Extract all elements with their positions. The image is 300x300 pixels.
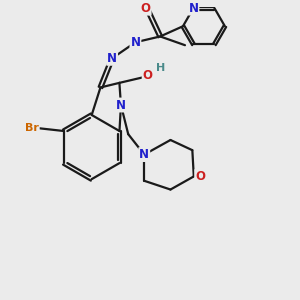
Text: Br: Br [25,123,39,133]
Text: N: N [139,148,149,161]
Text: O: O [141,2,151,15]
Text: H: H [156,63,165,73]
Text: N: N [130,36,140,49]
Text: N: N [116,98,126,112]
Text: N: N [188,2,198,15]
Text: O: O [195,170,205,183]
Text: N: N [107,52,117,65]
Text: O: O [143,69,153,82]
